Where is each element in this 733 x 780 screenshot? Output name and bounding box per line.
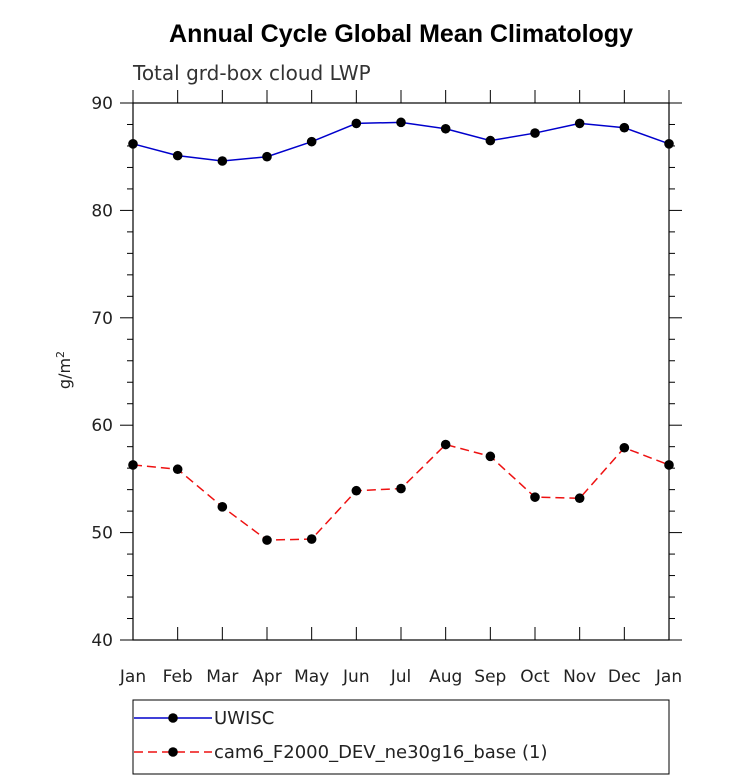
x-tick-label: Jun	[342, 667, 370, 687]
legend: UWISC cam6_F2000_DEV_ne30g16_base (1)	[132, 699, 670, 775]
x-tick-label: Mar	[206, 667, 238, 687]
x-tick-label: Jan	[655, 667, 682, 687]
y-tick-label: 50	[91, 524, 113, 544]
data-point	[396, 483, 406, 494]
series-layer	[128, 117, 674, 545]
data-point	[574, 493, 585, 504]
y-axis-label: g/m2	[54, 351, 74, 389]
x-tick-label: Oct	[520, 667, 550, 687]
plot-frame	[132, 102, 670, 641]
data-point	[396, 117, 406, 128]
data-point	[306, 136, 317, 147]
series-2	[128, 439, 674, 545]
series-line	[132, 121, 670, 162]
y-tick-label: 40	[91, 631, 113, 651]
data-point	[664, 460, 674, 470]
data-point	[217, 502, 228, 512]
data-point	[128, 139, 138, 149]
y-axis: 40 50 60 70 80 90	[91, 94, 682, 651]
data-point	[619, 442, 630, 453]
y-tick-label: 60	[91, 416, 113, 436]
x-tick-label: Jan	[119, 667, 146, 687]
chart-subtitle: Total grd-box cloud LWP	[132, 61, 371, 85]
data-point	[440, 439, 451, 450]
data-point	[619, 122, 630, 133]
data-point	[217, 156, 228, 166]
x-tick-label: Nov	[563, 667, 596, 687]
y-tick-label: 90	[91, 94, 113, 114]
legend-marker	[168, 747, 178, 757]
data-point	[485, 135, 496, 146]
plot-border	[132, 102, 670, 641]
y-tick-label: 80	[91, 201, 113, 221]
legend-label: UWISC	[214, 708, 274, 729]
data-point	[351, 118, 362, 129]
legend-label: cam6_F2000_DEV_ne30g16_base (1)	[214, 742, 547, 763]
y-axis-label-unit: g/m	[55, 358, 74, 389]
data-point	[172, 150, 183, 161]
data-point	[351, 485, 362, 496]
x-tick-label: May	[294, 667, 329, 687]
x-tick-label: Jul	[390, 667, 412, 687]
data-point	[262, 535, 272, 545]
data-point	[172, 464, 183, 475]
data-point	[262, 151, 272, 162]
series-1	[128, 117, 674, 166]
x-tick-label: Aug	[429, 667, 462, 687]
x-axis: Jan Feb Mar Apr May Jun Jul Aug Sep Oct Nov Dec Jan	[119, 90, 682, 687]
y-axis-label-exponent: 2	[54, 351, 67, 358]
x-tick-label: Feb	[163, 667, 193, 687]
y-tick-label: 70	[91, 309, 113, 329]
data-point	[485, 451, 496, 462]
data-point	[306, 534, 317, 544]
data-point	[530, 128, 540, 138]
legend-box	[132, 699, 670, 775]
data-point	[440, 123, 451, 134]
x-tick-label: Sep	[474, 667, 506, 687]
data-point	[664, 139, 674, 149]
legend-marker	[168, 713, 178, 723]
data-point	[128, 460, 138, 470]
data-point	[530, 492, 540, 502]
x-tick-label: Apr	[252, 667, 281, 687]
chart-title: Annual Cycle Global Mean Climatology	[169, 20, 633, 48]
data-point	[574, 118, 585, 129]
x-tick-label: Dec	[608, 667, 641, 687]
